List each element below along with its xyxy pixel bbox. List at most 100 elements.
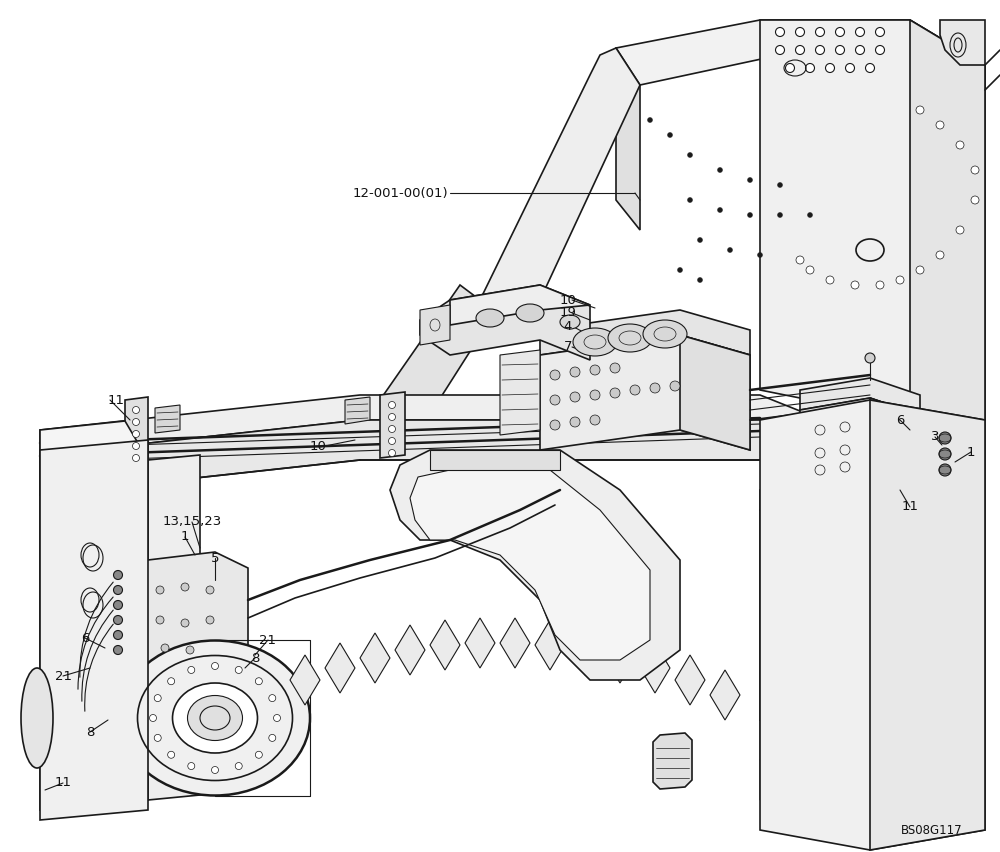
Circle shape <box>718 208 722 212</box>
Text: 13,15,23: 13,15,23 <box>162 515 222 528</box>
Circle shape <box>212 663 218 670</box>
Circle shape <box>956 226 964 234</box>
Circle shape <box>570 367 580 377</box>
Polygon shape <box>500 618 530 668</box>
Polygon shape <box>535 620 565 670</box>
Text: 7: 7 <box>564 341 572 354</box>
Circle shape <box>154 694 161 701</box>
Circle shape <box>826 276 834 284</box>
Circle shape <box>778 212 782 217</box>
Circle shape <box>590 415 600 425</box>
Circle shape <box>796 45 804 55</box>
Ellipse shape <box>476 309 504 327</box>
Polygon shape <box>616 20 985 90</box>
Circle shape <box>688 153 692 158</box>
Polygon shape <box>675 655 705 705</box>
Circle shape <box>688 198 692 203</box>
Circle shape <box>776 45 784 55</box>
Polygon shape <box>465 618 495 668</box>
Ellipse shape <box>643 320 687 348</box>
Circle shape <box>212 767 218 774</box>
Circle shape <box>856 27 864 37</box>
Circle shape <box>876 45 885 55</box>
Circle shape <box>132 406 140 413</box>
Circle shape <box>728 247 732 252</box>
Polygon shape <box>540 310 750 355</box>
Polygon shape <box>450 285 590 325</box>
Circle shape <box>876 27 885 37</box>
Ellipse shape <box>573 328 617 356</box>
Circle shape <box>206 586 214 594</box>
Circle shape <box>808 212 812 217</box>
Circle shape <box>154 734 161 741</box>
Text: 11: 11 <box>902 500 918 514</box>
Circle shape <box>670 381 680 391</box>
Circle shape <box>150 715 156 722</box>
Polygon shape <box>870 398 920 490</box>
Polygon shape <box>380 392 405 458</box>
Circle shape <box>168 677 175 685</box>
Polygon shape <box>290 655 320 705</box>
Polygon shape <box>115 552 248 680</box>
Circle shape <box>590 365 600 375</box>
Polygon shape <box>653 733 692 789</box>
Polygon shape <box>760 470 920 510</box>
Circle shape <box>610 363 620 373</box>
Circle shape <box>806 266 814 274</box>
Text: 11: 11 <box>54 776 72 790</box>
Ellipse shape <box>516 304 544 322</box>
Polygon shape <box>760 700 920 760</box>
Circle shape <box>866 64 874 72</box>
Circle shape <box>678 268 682 273</box>
Polygon shape <box>910 20 985 420</box>
Circle shape <box>388 401 396 408</box>
Polygon shape <box>430 450 560 470</box>
Circle shape <box>388 425 396 433</box>
Circle shape <box>698 278 702 283</box>
Circle shape <box>836 27 844 37</box>
Circle shape <box>876 281 884 289</box>
Circle shape <box>161 644 169 652</box>
Circle shape <box>114 615 122 625</box>
Ellipse shape <box>21 668 53 768</box>
Circle shape <box>269 694 276 701</box>
Circle shape <box>168 751 175 758</box>
Circle shape <box>698 238 702 243</box>
Ellipse shape <box>608 324 652 352</box>
Circle shape <box>235 763 242 769</box>
Circle shape <box>851 281 859 289</box>
Polygon shape <box>420 285 590 360</box>
Circle shape <box>132 418 140 425</box>
Circle shape <box>156 586 164 594</box>
Circle shape <box>865 353 875 363</box>
Polygon shape <box>605 633 635 683</box>
Polygon shape <box>760 20 985 420</box>
Circle shape <box>132 454 140 462</box>
Circle shape <box>132 430 140 437</box>
Circle shape <box>114 630 122 640</box>
Circle shape <box>274 715 280 722</box>
Polygon shape <box>680 335 750 450</box>
Circle shape <box>748 177 753 182</box>
Circle shape <box>114 646 122 654</box>
Circle shape <box>550 370 560 380</box>
Circle shape <box>776 27 784 37</box>
Text: 8: 8 <box>251 652 259 665</box>
Ellipse shape <box>188 695 242 740</box>
Polygon shape <box>345 397 370 424</box>
Polygon shape <box>40 395 810 455</box>
Circle shape <box>610 388 620 398</box>
Text: 21: 21 <box>260 634 276 647</box>
Circle shape <box>758 252 763 257</box>
Circle shape <box>181 583 189 591</box>
Circle shape <box>388 413 396 421</box>
Circle shape <box>856 45 864 55</box>
Polygon shape <box>640 643 670 693</box>
Circle shape <box>806 64 814 72</box>
Text: 1: 1 <box>967 446 975 458</box>
Circle shape <box>188 666 195 673</box>
Circle shape <box>956 141 964 149</box>
Polygon shape <box>360 633 390 683</box>
Text: 12-001-00(01): 12-001-00(01) <box>352 187 448 199</box>
Circle shape <box>570 417 580 427</box>
